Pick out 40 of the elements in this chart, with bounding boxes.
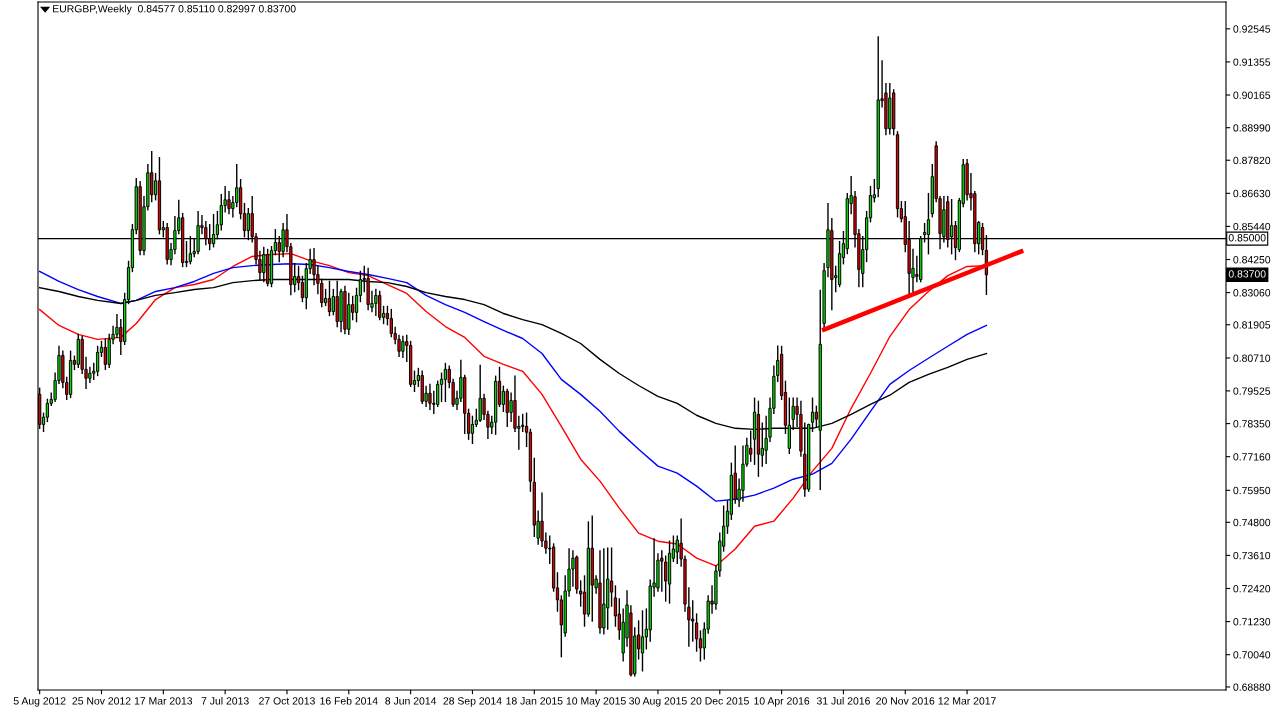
- y-tick-label: 0.71230: [1233, 618, 1271, 626]
- y-tick-label: 0.87820: [1233, 156, 1271, 165]
- y-tick-label: 0.81905: [1233, 321, 1271, 329]
- x-tick-label: 17 Mar 2013: [134, 697, 193, 705]
- x-tick-label: 30 Aug 2015: [629, 697, 687, 707]
- chart-title: EURGBP,Weekly 0.84577 0.85110 0.82997 0.83700: [53, 4, 296, 15]
- x-tick-label: 25 Nov 2012: [72, 697, 131, 705]
- y-tick-label: 0.73610: [1233, 551, 1271, 560]
- text: 0.83700: [1228, 270, 1266, 278]
- x-tick-label: 28 Sep 2014: [443, 697, 502, 707]
- y-tick-label: 0.84250: [1233, 256, 1271, 264]
- y-tick-label: 0.80710: [1233, 354, 1271, 362]
- x-tick-label: 31 Jul 2016: [816, 696, 870, 705]
- y-tick-label: 0.92545: [1233, 25, 1271, 33]
- x-tick-label: 12 Mar 2017: [938, 697, 996, 705]
- y-tick-label: 0.88990: [1233, 124, 1271, 132]
- x-tick-label: 8 Jun 2014: [385, 697, 437, 705]
- x-tick-label: 10 May 2015: [566, 697, 626, 707]
- y-tick-label: 0.72420: [1233, 585, 1271, 593]
- y-tick-label: 0.83060: [1233, 289, 1271, 297]
- y-tick-label: 0.75950: [1233, 486, 1271, 495]
- x-tick-label: 10 Apr 2016: [754, 697, 810, 707]
- x-tick-label: 18 Jan 2015: [506, 697, 563, 705]
- y-tick-label: 0.74800: [1233, 518, 1271, 527]
- y-tick-label: 0.90165: [1233, 91, 1271, 99]
- y-tick-label: 0.79525: [1233, 387, 1271, 395]
- x-tick-label: 20 Nov 2016: [876, 697, 935, 705]
- y-tick-label: 0.91355: [1233, 58, 1271, 66]
- y-tick-label: 0.70040: [1233, 651, 1271, 659]
- x-tick-label: 20 Dec 2015: [690, 697, 749, 705]
- x-tick-label: 7 Jul 2013: [201, 696, 249, 705]
- y-tick-label: 0.86630: [1233, 189, 1271, 198]
- x-tick-label: 16 Feb 2014: [320, 696, 378, 705]
- x-tick-label: 5 Aug 2012: [13, 697, 66, 707]
- ref-line-label: 0.85000: [1228, 234, 1266, 242]
- x-tick-label: 27 Oct 2013: [259, 697, 315, 705]
- y-tick-label: 0.77160: [1233, 453, 1271, 461]
- y-tick-label: 0.78350: [1233, 420, 1271, 428]
- y-tick-label: 0.85440: [1233, 222, 1271, 231]
- y-tick-label: 0.68880: [1233, 683, 1271, 691]
